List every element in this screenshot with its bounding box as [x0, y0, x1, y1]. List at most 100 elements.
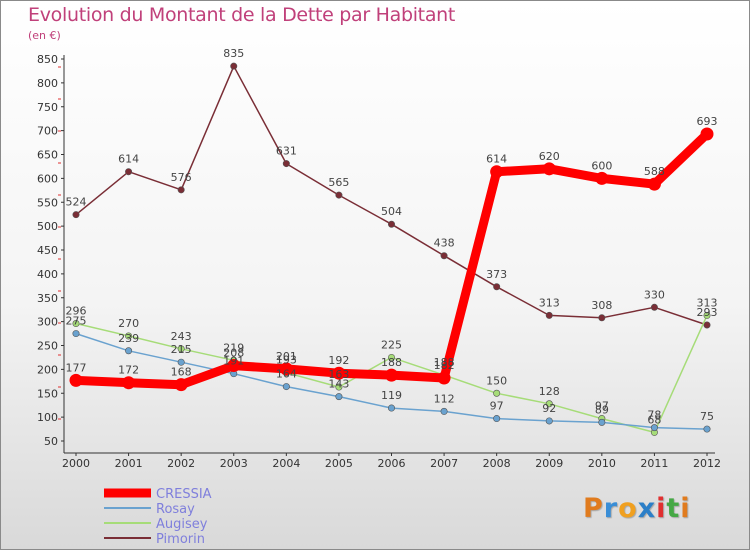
legend-label: CRESSIA — [156, 487, 212, 502]
data-label: 219 — [223, 341, 244, 354]
chart-subtitle: (en €) — [28, 29, 61, 42]
data-point — [545, 311, 553, 319]
data-point — [595, 171, 609, 185]
data-point — [598, 314, 606, 322]
data-label: 620 — [539, 150, 560, 163]
y-tick-label: 100 — [37, 411, 58, 424]
x-tick-label: 2006 — [378, 457, 406, 470]
data-label: 275 — [66, 315, 87, 328]
data-label: 296 — [66, 305, 87, 318]
data-point — [493, 283, 501, 291]
data-label: 313 — [539, 296, 560, 309]
logo-letter: P — [583, 493, 604, 524]
data-label: 215 — [171, 343, 192, 356]
legend-label: Pimorin — [156, 532, 205, 547]
data-point — [437, 371, 451, 385]
data-label: 192 — [328, 354, 349, 367]
data-point — [332, 366, 346, 380]
x-tick-label: 2004 — [272, 457, 300, 470]
data-point — [335, 393, 343, 401]
data-label: 191 — [223, 355, 244, 368]
data-label: 524 — [66, 196, 87, 209]
x-tick-label: 2007 — [430, 457, 458, 470]
logo-letter: i — [656, 493, 667, 524]
y-tick-label: 850 — [37, 53, 58, 66]
data-label: 308 — [591, 299, 612, 312]
data-point — [700, 127, 714, 141]
data-point — [387, 404, 395, 412]
data-label: 293 — [697, 306, 718, 319]
data-point — [227, 359, 241, 373]
data-point — [177, 358, 185, 366]
data-point — [385, 368, 398, 382]
data-point — [703, 425, 711, 433]
y-tick-label: 750 — [37, 101, 58, 114]
data-label: 565 — [328, 176, 349, 189]
logo-letter: r — [603, 493, 619, 524]
data-point — [647, 177, 661, 191]
data-label: 119 — [381, 389, 402, 402]
data-label: 188 — [381, 356, 402, 369]
data-label: 631 — [276, 145, 297, 158]
logo-letter: i — [680, 493, 691, 524]
y-tick-label: 50 — [44, 435, 58, 448]
data-point — [125, 347, 133, 355]
series-rosay — [72, 330, 711, 433]
data-label: 600 — [591, 159, 612, 172]
data-point — [122, 376, 136, 390]
data-point — [493, 415, 501, 423]
series-layer — [69, 62, 714, 436]
axes: 50 100 150 200 250 300 350 400 450 500 550 600 650 70… — [37, 53, 721, 470]
data-point — [177, 345, 185, 353]
data-point — [279, 362, 293, 376]
series-cressia — [69, 127, 714, 392]
data-label: 75 — [700, 410, 714, 423]
data-point — [125, 168, 133, 176]
data-point — [230, 62, 238, 70]
data-point — [650, 303, 658, 311]
x-tick-label: 2012 — [693, 457, 721, 470]
data-point — [72, 320, 80, 328]
data-label: 588 — [644, 165, 665, 178]
data-point — [125, 332, 133, 340]
data-point — [542, 162, 556, 176]
data-label: 614 — [486, 153, 507, 166]
y-tick-label: 700 — [37, 125, 58, 138]
data-point — [72, 330, 80, 338]
data-point — [703, 311, 711, 319]
data-point — [174, 378, 188, 392]
x-tick-label: 2010 — [588, 457, 616, 470]
data-label: 143 — [328, 378, 349, 391]
y-tick-label: 300 — [37, 316, 58, 329]
logo-letter: t — [666, 493, 681, 524]
data-point — [545, 400, 553, 408]
data-label: 504 — [381, 205, 402, 218]
data-point — [650, 424, 658, 432]
x-tick-label: 2011 — [640, 457, 668, 470]
x-tick-label: 2002 — [167, 457, 195, 470]
chart-title: Evolution du Montant de la Dette par Hab… — [28, 4, 456, 26]
x-tick-label: 2003 — [220, 457, 248, 470]
data-point — [72, 211, 80, 219]
data-point — [335, 383, 343, 391]
x-tick-label: 2000 — [62, 457, 90, 470]
x-tick-label: 2005 — [325, 457, 353, 470]
y-tick-label: 600 — [37, 172, 58, 185]
data-point — [282, 383, 290, 391]
data-label: 225 — [381, 338, 402, 351]
data-label: 373 — [486, 268, 507, 281]
series-pimorin — [72, 62, 711, 329]
y-tick-label: 550 — [37, 196, 58, 209]
data-label: 92 — [542, 402, 556, 415]
legend-item-pimorin: Pimorin — [104, 532, 205, 547]
logo-letter: o — [618, 493, 638, 524]
x-tick-label: 2009 — [535, 457, 563, 470]
data-point — [177, 186, 185, 194]
data-label: 193 — [276, 354, 297, 367]
data-label: 97 — [595, 400, 609, 413]
legend-item-augisey: Augisey — [104, 517, 208, 532]
y-tick-label: 500 — [37, 220, 58, 233]
